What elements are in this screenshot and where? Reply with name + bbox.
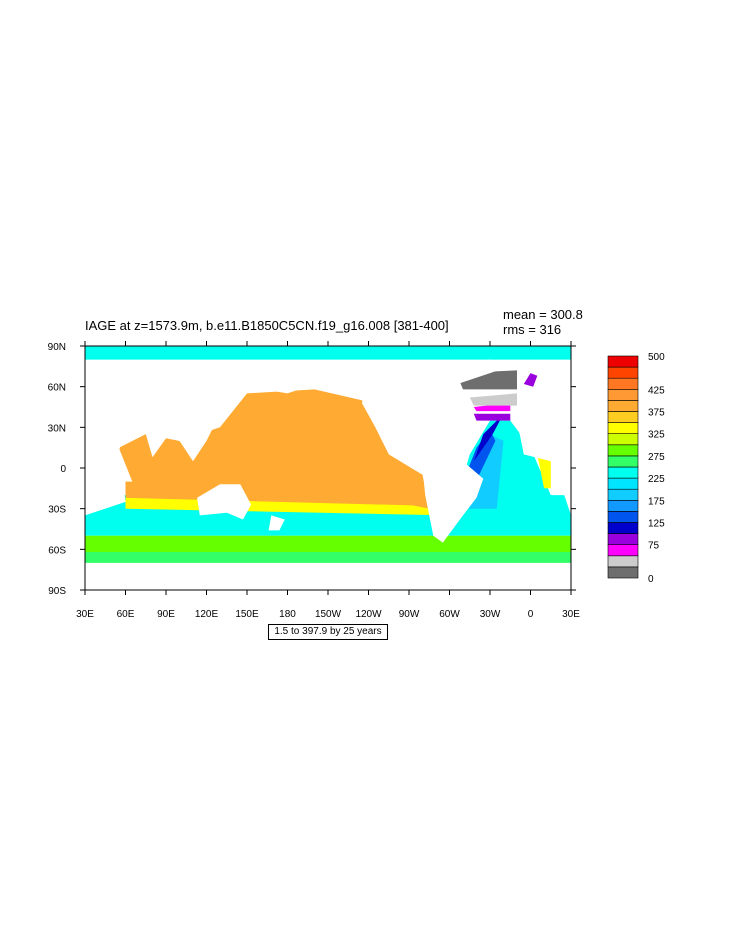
land-mask-2	[197, 484, 252, 520]
lon-tick-label: 180	[279, 609, 296, 620]
colorbar-swatch	[607, 477, 639, 490]
land-mask-8	[395, 359, 511, 387]
colorbar-label: 500	[648, 352, 665, 363]
lon-tick-label: 60W	[439, 609, 460, 620]
atlantic-blue	[465, 430, 496, 475]
lat-tick-label: 90S	[48, 586, 66, 597]
colorbar-label: 175	[648, 496, 665, 507]
land-mask-0	[85, 407, 126, 516]
colorbar-label: 275	[648, 452, 665, 463]
contour-info: 1.5 to 397.9 by 25 years	[268, 624, 388, 640]
colorbar-swatch	[607, 555, 639, 568]
nordic-purple	[523, 373, 538, 387]
colorbar-swatch	[607, 388, 639, 401]
colorbar-swatch	[607, 411, 639, 423]
colorbar-swatch	[607, 422, 639, 435]
land-mask-1	[125, 373, 369, 462]
colorbar-label: 225	[648, 474, 665, 485]
colorbar-label: 75	[648, 541, 660, 552]
lon-tick-label: 30W	[480, 609, 501, 620]
lon-tick-label: 90W	[399, 609, 420, 620]
labrador-gray	[469, 393, 517, 406]
land-mask-3	[268, 515, 285, 531]
colorbar-swatch	[607, 400, 639, 412]
stats-block: mean = 300.8 rms = 316	[503, 307, 583, 337]
band-antarctic	[85, 552, 571, 566]
colorbar-swatch	[607, 433, 639, 446]
east-atlantic-yellow	[537, 454, 551, 489]
lon-tick-label: 120W	[355, 609, 382, 620]
colorbar-swatch	[607, 377, 639, 390]
land-mask-6	[517, 407, 571, 516]
lat-tick-label: 90N	[48, 342, 66, 353]
colorbar-swatch	[607, 466, 639, 479]
colorbar-swatch	[607, 366, 639, 379]
colorbar-swatch	[607, 499, 639, 512]
rms-stat: rms = 316	[503, 322, 562, 337]
colorbar-label: 0	[648, 574, 654, 585]
lon-tick-label: 0	[528, 609, 534, 620]
colorbar-label: 125	[648, 519, 665, 530]
lat-tick-label: 60S	[48, 545, 66, 556]
lon-axis: 30E 60E 90E 120E 150E 180 150W 120W 90W 60W 30W 0 30…	[76, 341, 580, 620]
lon-tick-label: 150W	[315, 609, 342, 620]
nadw-purple	[473, 413, 511, 421]
lat-tick-label: 60N	[48, 383, 66, 394]
lon-tick-label: 120E	[195, 609, 219, 620]
land-mask-5	[422, 454, 484, 543]
lat-tick-label: 0	[60, 464, 66, 475]
lat-tick-label: 30N	[48, 423, 66, 434]
colorbar-label: 325	[648, 430, 665, 441]
lon-tick-label: 60E	[117, 609, 135, 620]
mean-stat: mean = 300.8	[503, 307, 583, 322]
colorbar-swatch	[607, 566, 639, 579]
lon-tick-label: 30E	[562, 609, 580, 620]
lon-tick-label: 150E	[235, 609, 259, 620]
colorbar: 500 425 375 325 275 225 175 125 75 0	[607, 352, 665, 585]
pacific-indian-old	[118, 389, 430, 509]
land-mask-4	[361, 370, 457, 455]
lon-tick-label: 90E	[157, 609, 175, 620]
colorbar-swatch	[607, 355, 639, 368]
land-mask-7	[85, 562, 571, 590]
lat-tick-label: 30S	[48, 505, 66, 516]
plot-title: IAGE at z=1573.9m, b.e11.B1850C5CN.f19_g…	[85, 318, 449, 333]
colorbar-swatch	[607, 533, 639, 545]
colorbar-swatch	[607, 522, 639, 534]
lat-axis: 90N 60N 30N 0 30S 60S 90S	[48, 342, 576, 597]
colorbar-label: 425	[648, 385, 665, 396]
colorbar-swatch	[607, 488, 639, 501]
colorbar-swatch	[607, 455, 639, 468]
lon-tick-label: 30E	[76, 609, 94, 620]
colorbar-label: 375	[648, 408, 665, 419]
dwbc-deepblue	[473, 413, 504, 462]
colorbar-swatch	[607, 511, 639, 523]
ocean-field	[85, 346, 571, 590]
arctic-band	[85, 346, 571, 360]
colorbar-swatch	[607, 444, 639, 457]
colorbar-swatch	[607, 544, 639, 557]
